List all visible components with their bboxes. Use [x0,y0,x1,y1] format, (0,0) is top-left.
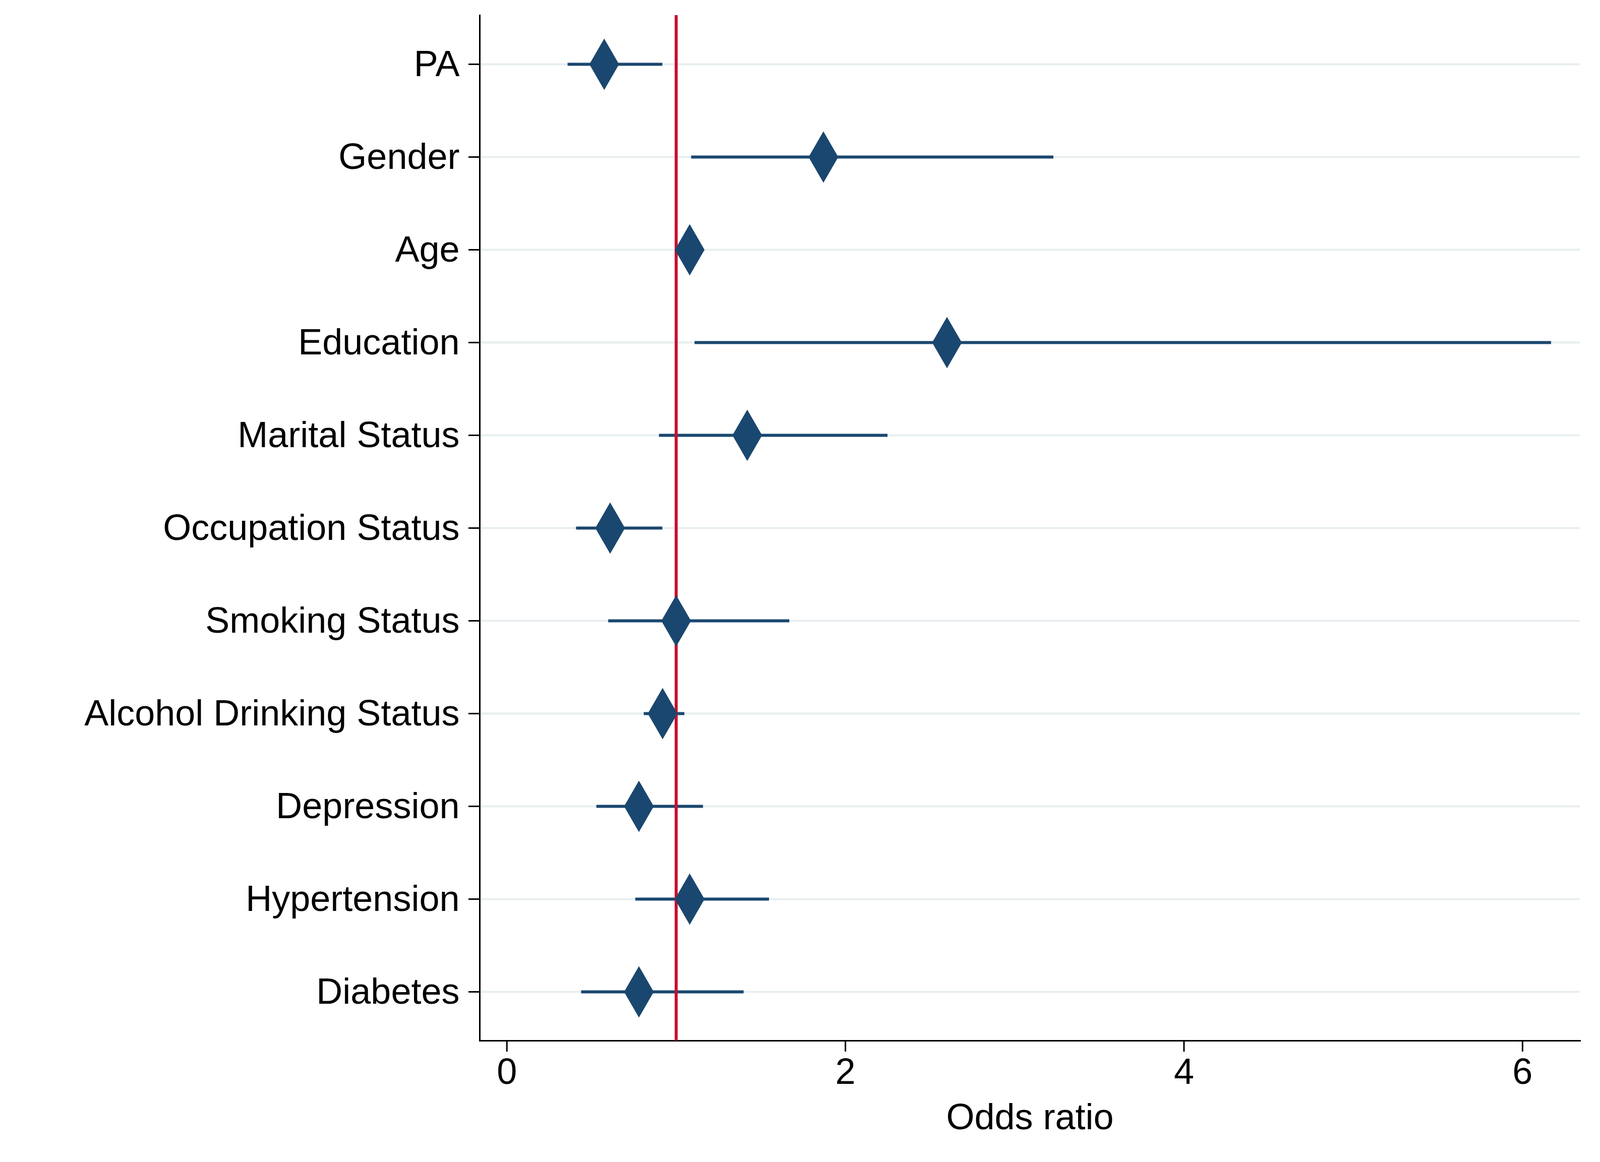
svg-text:Occupation Status: Occupation Status [162,507,460,548]
svg-text:Alcohol Drinking Status: Alcohol Drinking Status [84,692,460,734]
svg-text:Odds ratio: Odds ratio [945,1096,1114,1138]
svg-text:PA: PA [413,43,460,84]
svg-text:6: 6 [1512,1051,1533,1092]
svg-text:4: 4 [1173,1051,1195,1092]
svg-text:Hypertension: Hypertension [245,878,460,919]
svg-text:0: 0 [496,1051,517,1092]
svg-text:Smoking Status: Smoking Status [205,600,460,641]
svg-text:Education: Education [298,321,460,363]
svg-text:Gender: Gender [338,136,460,177]
svg-text:Depression: Depression [275,785,460,826]
svg-text:Diabetes: Diabetes [316,971,460,1012]
svg-text:2: 2 [835,1051,856,1092]
svg-text:Marital Status: Marital Status [237,414,460,455]
svg-text:Age: Age [394,228,460,270]
